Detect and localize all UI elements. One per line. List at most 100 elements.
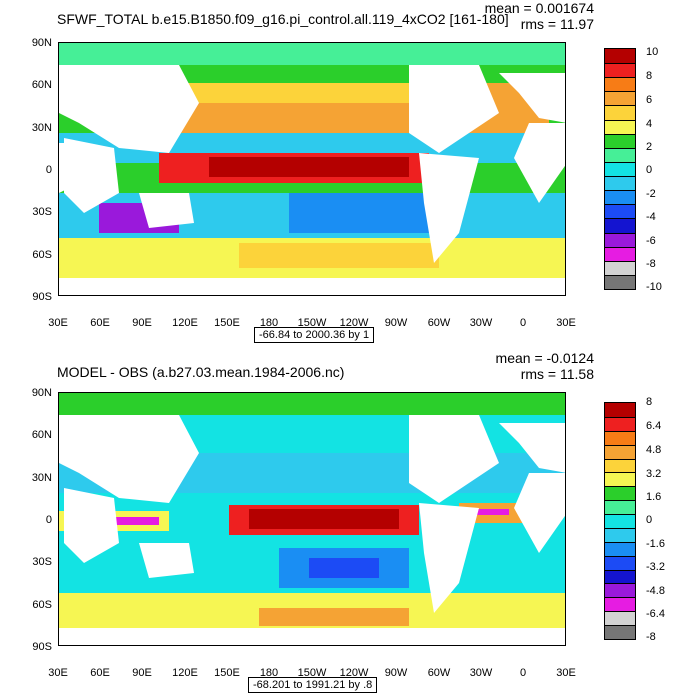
lat-label: 90N (31, 37, 52, 49)
lon-label: 150E (214, 317, 240, 329)
bottom-rms-value: rms = 11.58 (520, 366, 594, 382)
lat-label: 60S (32, 249, 52, 261)
colorbar-swatch (605, 246, 635, 261)
colorbar-swatch (605, 91, 635, 106)
top-mean-value: mean = 0.001674 (484, 0, 594, 16)
lon-label: 90W (384, 667, 408, 679)
lon-label: 120E (172, 317, 198, 329)
lat-label: 30S (32, 206, 52, 218)
colorbar-swatch (605, 161, 635, 177)
colorbar-swatch (605, 416, 635, 431)
colorbar-label: 0 (646, 514, 653, 526)
colorbar-swatch (605, 611, 635, 626)
colorbar-swatch (605, 147, 635, 162)
colorbar-label: 8 (646, 70, 653, 82)
bottom-map-field (59, 393, 565, 645)
top-map-field (59, 43, 565, 295)
colorbar-swatch (605, 500, 635, 515)
lat-label: 0 (45, 164, 52, 176)
lon-label: 150W (297, 667, 327, 679)
colorbar-label: -4 (646, 211, 656, 223)
colorbar-label: 4.8 (646, 444, 662, 456)
colorbar-label: -1.6 (646, 538, 665, 550)
colorbar-swatch (605, 597, 635, 612)
colorbar-label: 10 (646, 46, 659, 58)
lat-label: 90S (32, 291, 52, 303)
lon-label: 180 (259, 317, 279, 329)
colorbar-swatch (605, 63, 635, 78)
colorbar-swatch (605, 260, 635, 275)
colorbar-label: 6.4 (646, 420, 662, 432)
top-map-plot (58, 42, 566, 296)
lon-label: 180 (259, 667, 279, 679)
colorbar-swatch (605, 430, 635, 445)
colorbar-label: -8 (646, 258, 656, 270)
lon-label: 0 (519, 667, 527, 679)
lat-label: 60S (32, 599, 52, 611)
colorbar-label: 2 (646, 141, 653, 153)
colorbar-swatch (605, 486, 635, 501)
lat-label: 0 (45, 514, 52, 526)
colorbar-swatch (605, 555, 635, 570)
bottom-map-title: MODEL - OBS (a.b27.03.mean.1984-2006.nc) (57, 364, 345, 380)
lon-label: 30W (469, 317, 493, 329)
lon-label: 120W (339, 317, 369, 329)
colorbar-swatch (605, 232, 635, 247)
colorbar-label: -4.8 (646, 585, 665, 597)
lon-label: 60W (427, 667, 451, 679)
lat-label: 30N (31, 122, 52, 134)
lat-label: 60N (31, 429, 52, 441)
lon-label: 120E (172, 667, 198, 679)
lon-label: 150E (214, 667, 240, 679)
lon-label: 120W (339, 667, 369, 679)
colorbar-label: 3.2 (646, 468, 662, 480)
colorbar-swatch (605, 105, 635, 120)
colorbar-swatch (605, 541, 635, 556)
colorbar-swatch (605, 569, 635, 584)
colorbar-label: -10 (646, 281, 662, 293)
bottom-map-panel: MODEL - OBS (a.b27.03.mean.1984-2006.nc)… (0, 350, 700, 700)
lon-label: 90E (132, 667, 152, 679)
lat-label: 30S (32, 556, 52, 568)
lon-label: 90E (132, 317, 152, 329)
top-map-title: SFWF_TOTAL b.e15.B1850.f09_g16.pi_contro… (57, 11, 509, 27)
top-colorbar (604, 48, 636, 290)
colorbar-label: 0 (646, 164, 653, 176)
colorbar-swatch (605, 274, 635, 289)
colorbar-label: 1.6 (646, 491, 662, 503)
lon-label: 150W (297, 317, 327, 329)
lon-label: 0 (519, 317, 527, 329)
colorbar-label: -3.2 (646, 561, 665, 573)
colorbar-label: -2 (646, 188, 656, 200)
lon-label: 30E (48, 317, 68, 329)
bottom-contour-range: -68.201 to 1991.21 by .8 (248, 677, 378, 693)
lat-label: 60N (31, 79, 52, 91)
colorbar-label: -8 (646, 631, 656, 643)
colorbar-swatch (605, 204, 635, 219)
colorbar-label: -6.4 (646, 608, 665, 620)
lon-label: 30E (48, 667, 68, 679)
colorbar-swatch (605, 472, 635, 487)
colorbar-swatch (605, 527, 635, 542)
lat-label: 90N (31, 387, 52, 399)
colorbar-label: 8 (646, 396, 653, 408)
colorbar-label: 6 (646, 94, 653, 106)
lat-label: 30N (31, 472, 52, 484)
colorbar-swatch (605, 403, 635, 417)
colorbar-label: -6 (646, 235, 656, 247)
lon-label: 90W (384, 317, 408, 329)
colorbar-swatch (605, 119, 635, 134)
colorbar-label: 4 (646, 118, 653, 130)
bottom-map-plot (58, 392, 566, 646)
colorbar-swatch (605, 176, 635, 191)
lon-label: 30E (556, 667, 576, 679)
colorbar-swatch (605, 49, 635, 64)
colorbar-swatch (605, 444, 635, 459)
top-map-panel: SFWF_TOTAL b.e15.B1850.f09_g16.pi_contro… (31, 0, 662, 343)
bottom-colorbar (604, 402, 636, 640)
top-rms-value: rms = 11.97 (520, 16, 594, 32)
colorbar-swatch (605, 133, 635, 148)
colorbar-swatch (605, 218, 635, 233)
colorbar-swatch (605, 625, 635, 639)
lon-label: 30E (556, 317, 576, 329)
